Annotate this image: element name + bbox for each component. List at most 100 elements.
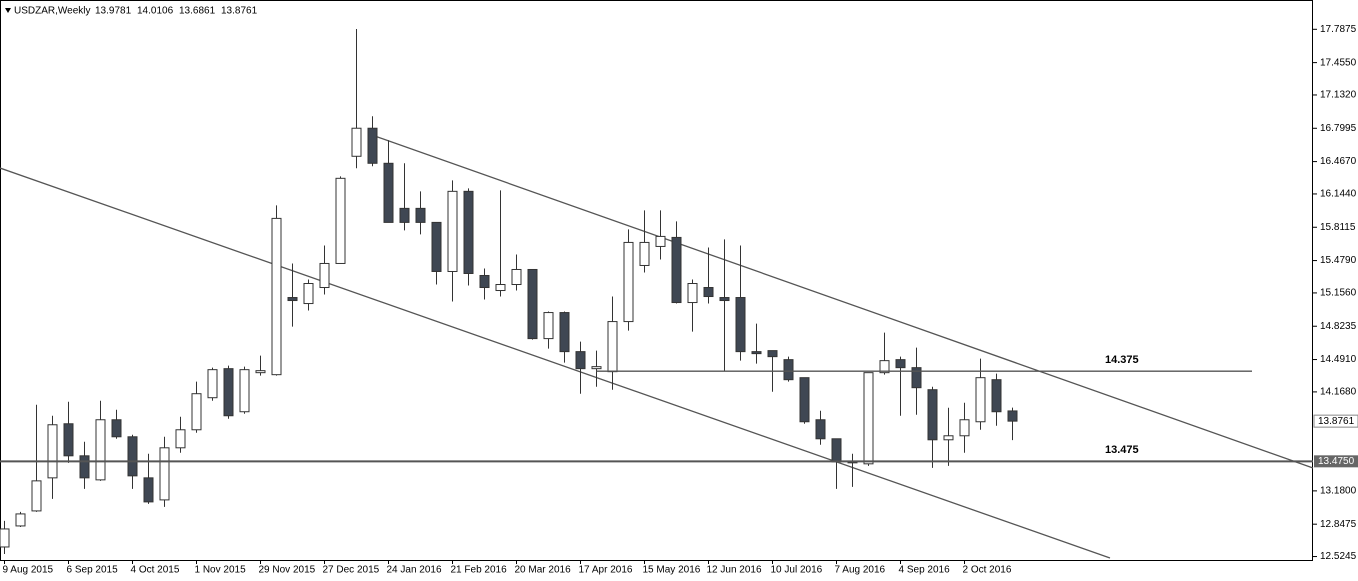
y-tick-label: 12.5245 — [1320, 551, 1357, 562]
candle-body — [815, 419, 826, 440]
y-tick-label: 13.1800 — [1320, 486, 1357, 497]
y-tick-label: 17.1320 — [1320, 90, 1357, 101]
candle-body — [671, 236, 682, 304]
x-tick-label: 4 Sep 2016 — [899, 565, 951, 576]
header-high: 14.0106 — [137, 6, 174, 17]
candle-body — [431, 221, 442, 272]
x-tick-label: 7 Aug 2016 — [835, 565, 886, 576]
candle-body — [607, 321, 618, 373]
current-price-label: 13.8761 — [1318, 416, 1355, 427]
candle-body — [639, 241, 650, 266]
x-tick-label: 17 Apr 2016 — [579, 565, 633, 576]
x-tick-label: 24 Jan 2016 — [387, 565, 442, 576]
y-tick-label: 14.1680 — [1320, 387, 1357, 398]
x-tick-label: 10 Jul 2016 — [771, 565, 823, 576]
chart-title: USDZAR,Weekly — [14, 6, 91, 17]
candle-body — [623, 241, 634, 323]
x-tick-label: 6 Sep 2015 — [67, 565, 119, 576]
y-tick-label: 12.8475 — [1320, 519, 1357, 530]
menu-arrow[interactable] — [5, 8, 11, 13]
candle-body — [223, 368, 234, 417]
candle-body — [271, 217, 282, 376]
candle-body — [559, 312, 570, 353]
candle-body — [831, 438, 842, 463]
plot-frame — [0, 0, 1313, 561]
candle-body — [255, 370, 266, 374]
y-tick-label: 14.8235 — [1320, 321, 1357, 332]
candle-body — [143, 477, 154, 503]
level-label: 14.375 — [1105, 354, 1139, 366]
x-tick-label: 4 Oct 2015 — [131, 565, 180, 576]
candle-body — [159, 447, 170, 501]
candle-body — [799, 377, 810, 423]
header-low: 13.6861 — [179, 6, 216, 17]
candle-body — [63, 423, 74, 457]
candle-body — [895, 359, 906, 369]
candle-body — [0, 528, 10, 548]
candle-body — [31, 480, 42, 512]
x-tick-label: 2 Oct 2016 — [963, 565, 1012, 576]
candle-body — [959, 419, 970, 437]
candle-body — [943, 435, 954, 441]
current-price-box — [1313, 414, 1358, 428]
level-label: 13.475 — [1105, 444, 1139, 456]
candle-body — [351, 127, 362, 157]
candle-body — [495, 284, 506, 292]
candle-body — [383, 162, 394, 223]
x-tick-label: 21 Feb 2016 — [451, 565, 508, 576]
candle-body — [367, 127, 378, 164]
x-tick-label: 29 Nov 2015 — [259, 565, 316, 576]
y-tick-label: 14.4910 — [1320, 354, 1357, 365]
channel-lower — [0, 167, 1111, 559]
candle-body — [415, 207, 426, 223]
candle-body — [687, 283, 698, 304]
x-tick-label: 27 Dec 2015 — [323, 565, 380, 576]
level-price-box — [1314, 455, 1358, 468]
candle-body — [863, 372, 874, 465]
candle-body — [527, 268, 538, 340]
x-tick-label: 1 Nov 2015 — [195, 565, 247, 576]
x-tick-label: 15 May 2016 — [643, 565, 701, 576]
candle-body — [175, 429, 186, 449]
x-tick-label: 20 Mar 2016 — [515, 565, 572, 576]
candle-body — [975, 377, 986, 423]
candle-body — [207, 369, 218, 399]
candle-body — [447, 190, 458, 272]
candle-body — [239, 369, 250, 413]
y-tick-label: 17.7875 — [1320, 24, 1357, 35]
candle-body — [991, 379, 1002, 413]
y-tick-label: 16.4670 — [1320, 156, 1357, 167]
candle-body — [735, 297, 746, 353]
candle-body — [95, 419, 106, 481]
candle-body — [703, 287, 714, 298]
header-close: 13.8761 — [221, 6, 258, 17]
header-open: 13.9781 — [95, 6, 132, 17]
candle-body — [879, 360, 890, 374]
candle-body — [399, 207, 410, 223]
candle-body — [767, 350, 778, 358]
candle-body — [319, 262, 330, 289]
candle-body — [575, 351, 586, 370]
candle-body — [751, 351, 762, 355]
candle-body — [543, 312, 554, 340]
y-tick-label: 15.8115 — [1320, 222, 1356, 233]
candle-body — [1007, 410, 1018, 422]
candle-body — [927, 389, 938, 441]
candle-body — [15, 513, 26, 527]
level-price-label: 13.4750 — [1318, 456, 1355, 467]
x-tick-label: 9 Aug 2015 — [3, 565, 54, 576]
candle-body — [511, 268, 522, 286]
y-tick-label: 17.4550 — [1320, 57, 1357, 68]
candle-body — [111, 419, 122, 438]
channel-upper — [371, 134, 1314, 469]
candle-body — [287, 297, 298, 302]
candle-body — [655, 235, 666, 247]
candle-body — [479, 274, 490, 289]
candle-body — [127, 436, 138, 477]
y-tick-label: 16.1440 — [1320, 189, 1357, 200]
x-tick-label: 12 Jun 2016 — [707, 565, 762, 576]
y-tick-label: 15.1560 — [1320, 288, 1357, 299]
candle-body — [335, 177, 346, 264]
candle-body — [303, 283, 314, 305]
